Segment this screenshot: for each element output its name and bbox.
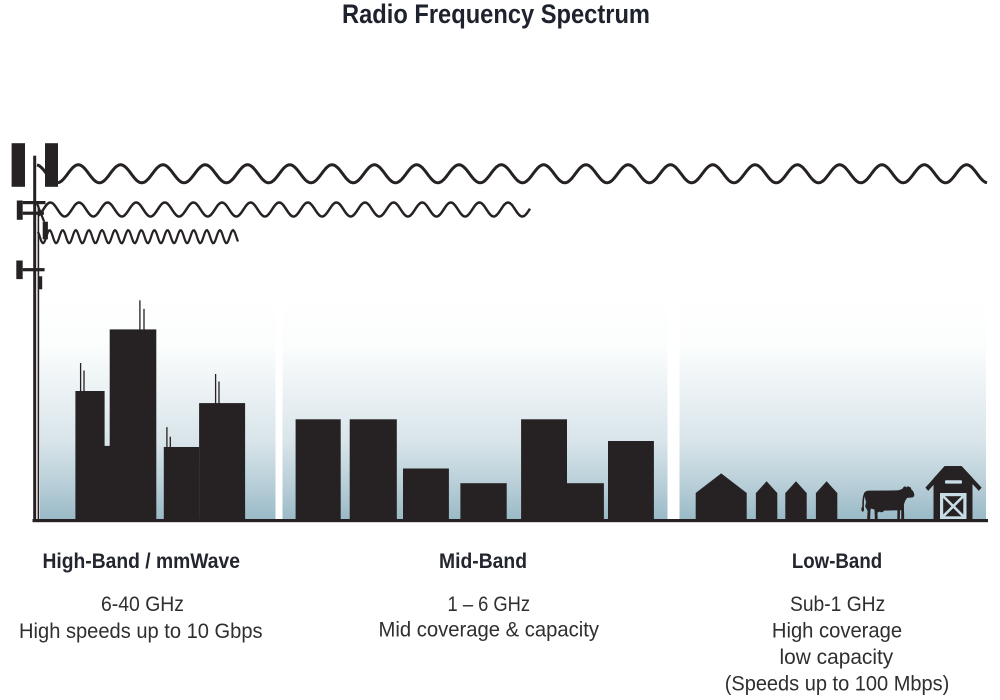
svg-text:Low-Band: Low-Band [792,550,882,573]
svg-text:Mid-Band: Mid-Band [439,550,527,573]
svg-text:low capacity: low capacity [780,646,894,669]
svg-text:High speeds up to 10 Gbps: High speeds up to 10 Gbps [19,620,263,643]
svg-text:Radio Frequency Spectrum: Radio Frequency Spectrum [342,0,650,29]
svg-text:6-40 GHz: 6-40 GHz [101,593,184,616]
svg-text:Mid coverage & capacity: Mid coverage & capacity [379,619,600,642]
svg-text:Sub-1 GHz: Sub-1 GHz [790,593,885,616]
svg-text:1 – 6 GHz: 1 – 6 GHz [448,593,531,616]
svg-text:(Speeds up to 100 Mbps): (Speeds up to 100 Mbps) [725,673,950,696]
svg-text:High coverage: High coverage [772,620,902,643]
svg-text:High-Band / mmWave: High-Band / mmWave [42,550,240,573]
